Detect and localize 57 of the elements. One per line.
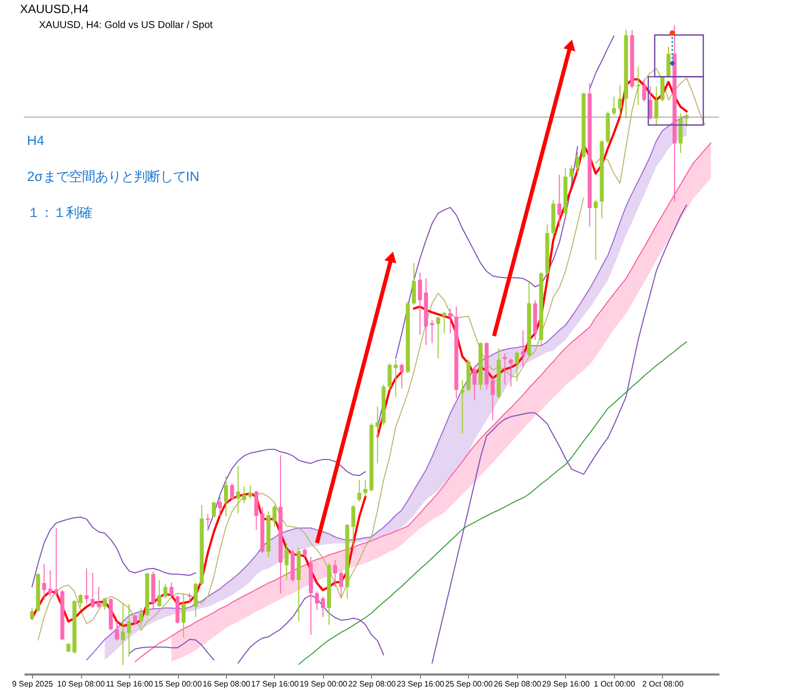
- candlestick: [48, 570, 52, 598]
- candlestick: [333, 560, 338, 588]
- candlestick: [182, 592, 186, 638]
- candlestick: [502, 352, 507, 386]
- candlestick: [114, 620, 119, 642]
- candlestick: [96, 586, 101, 609]
- x-tick-label: 25 Sep 00:00: [445, 679, 494, 688]
- x-tick-label: 11 Sep 16:00: [106, 679, 154, 688]
- candlestick: [508, 358, 513, 388]
- x-tick-label: 22 Sep 08:00: [348, 679, 396, 688]
- candlestick: [169, 582, 174, 599]
- annotation: 2σまで空間ありと判断してIN: [27, 169, 200, 184]
- candlestick: [163, 583, 168, 599]
- x-tick-label: 2 Oct 08:00: [642, 679, 684, 688]
- x-tick-label: 29 Sep 16:00: [542, 679, 590, 688]
- candlestick: [139, 608, 144, 628]
- candlestick: [642, 80, 646, 102]
- candlestick: [684, 112, 689, 128]
- candlestick: [636, 66, 640, 106]
- chart-title: XAUUSD,H4: [20, 2, 89, 16]
- candlestick: [194, 582, 198, 618]
- x-tick-label: 9 Sep 2025: [12, 679, 54, 688]
- candlestick: [102, 597, 107, 610]
- candlestick: [90, 572, 95, 609]
- candlestick: [78, 593, 83, 608]
- candlestick: [666, 46, 670, 78]
- x-tick-label: 15 Sep 00:00: [154, 679, 202, 688]
- x-tick-label: 1 Oct 00:00: [594, 679, 636, 688]
- candlestick: [618, 84, 622, 118]
- x-tick-label: 23 Sep 16:00: [396, 679, 445, 688]
- candlestick: [654, 86, 658, 126]
- annotation: H4: [27, 133, 45, 148]
- candlestick: [30, 608, 34, 621]
- candlestick: [284, 542, 289, 580]
- x-tick-label: 26 Sep 08:00: [494, 679, 542, 688]
- candlestick: [42, 563, 46, 600]
- candlestick: [514, 350, 519, 382]
- candlestick: [127, 604, 132, 658]
- x-tick-label: 17 Sep 16:00: [251, 679, 300, 688]
- annotation: １：１利確: [27, 205, 92, 220]
- candlestick: [188, 592, 192, 604]
- candlestick: [472, 366, 477, 401]
- candlestick: [339, 570, 344, 598]
- candlestick: [120, 602, 125, 666]
- x-tick-label: 19 Sep 00:00: [300, 679, 348, 688]
- candlestick: [490, 376, 495, 420]
- candlestick: [612, 96, 616, 116]
- candlestick: [54, 528, 58, 598]
- x-tick-label: 16 Sep 08:00: [202, 679, 251, 688]
- candlestick: [460, 380, 464, 434]
- candlestick: [594, 199, 598, 260]
- candlestick: [157, 579, 162, 608]
- candlestick: [133, 614, 138, 626]
- candlestick: [660, 76, 664, 102]
- chart-subtitle: XAUUSD, H4: Gold vs US Dollar / Spot: [39, 20, 213, 32]
- candlestick: [84, 568, 89, 604]
- x-tick-label: 10 Sep 08:00: [57, 679, 106, 688]
